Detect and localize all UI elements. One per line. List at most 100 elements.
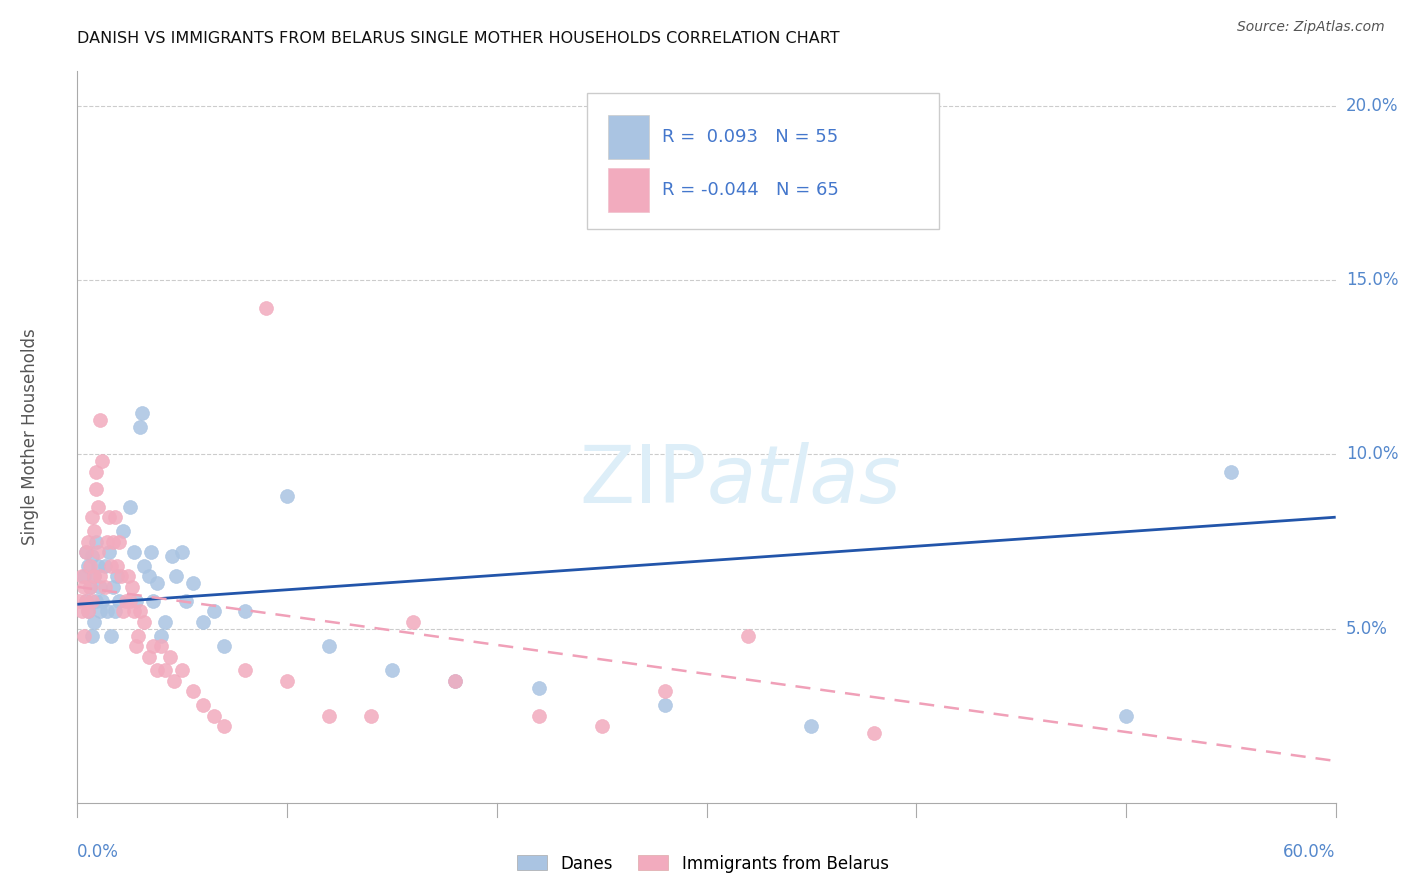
Point (76, 604, 98, 618)
Point (160, 549, 183, 563)
Point (84, 534, 107, 549)
Point (91, 454, 114, 468)
Text: R =  0.093   N = 55: R = 0.093 N = 55 (662, 128, 839, 146)
Point (1115, 708, 1137, 723)
Text: R = -0.044   N = 65: R = -0.044 N = 65 (662, 181, 839, 199)
Point (96, 604, 118, 618)
Point (360, 708, 382, 723)
Point (254, 301, 277, 316)
Point (118, 594, 141, 608)
Point (172, 664, 194, 678)
Point (75, 594, 97, 608)
Point (654, 698, 676, 713)
Point (800, 719, 823, 733)
Point (129, 604, 152, 618)
Point (104, 604, 127, 618)
Point (76, 558, 98, 573)
Legend: Danes, Immigrants from Belarus: Danes, Immigrants from Belarus (510, 848, 896, 880)
Point (84, 465, 107, 479)
Point (146, 576, 169, 591)
Point (110, 569, 132, 583)
Point (654, 684, 676, 698)
Point (150, 629, 173, 643)
Text: 15.0%: 15.0% (1346, 271, 1398, 289)
Point (159, 649, 181, 664)
Text: 5.0%: 5.0% (1346, 620, 1388, 638)
Point (100, 629, 122, 643)
Point (101, 580, 124, 594)
Point (150, 639, 173, 653)
Text: ZIP: ZIP (579, 442, 707, 520)
Point (527, 708, 550, 723)
Point (142, 639, 165, 653)
Point (402, 615, 425, 629)
Point (112, 604, 135, 618)
Point (80, 510, 103, 524)
Point (142, 594, 165, 608)
Point (131, 406, 153, 420)
Point (75, 594, 97, 608)
Point (276, 673, 298, 688)
Point (176, 594, 198, 608)
Point (80, 594, 103, 608)
Point (93, 558, 115, 573)
Point (212, 639, 235, 653)
Point (67, 594, 90, 608)
FancyBboxPatch shape (609, 168, 648, 211)
Point (121, 580, 143, 594)
Point (114, 594, 136, 608)
Point (125, 639, 148, 653)
Point (381, 664, 404, 678)
Point (155, 615, 177, 629)
Point (276, 489, 298, 503)
Point (76, 604, 98, 618)
Point (318, 708, 340, 723)
Text: DANISH VS IMMIGRANTS FROM BELARUS SINGLE MOTHER HOUSEHOLDS CORRELATION CHART: DANISH VS IMMIGRANTS FROM BELARUS SINGLE… (77, 31, 839, 46)
Point (163, 673, 186, 688)
Point (138, 649, 160, 664)
Point (89, 412, 111, 426)
Point (527, 681, 550, 695)
Text: Source: ZipAtlas.com: Source: ZipAtlas.com (1237, 20, 1385, 34)
FancyBboxPatch shape (609, 115, 648, 159)
Point (233, 604, 256, 618)
Point (80, 549, 103, 563)
Point (105, 569, 128, 583)
Point (101, 534, 124, 549)
Point (80, 629, 103, 643)
Point (72, 580, 94, 594)
Point (97, 510, 120, 524)
Text: 0.0%: 0.0% (77, 843, 120, 861)
Point (172, 545, 194, 559)
Point (87, 558, 110, 573)
Point (444, 673, 467, 688)
Point (79, 558, 101, 573)
Point (212, 719, 235, 733)
Point (87, 545, 110, 559)
Point (87, 500, 110, 514)
Point (591, 719, 613, 733)
Point (233, 664, 256, 678)
Point (122, 545, 145, 559)
Point (83, 569, 105, 583)
Point (155, 664, 177, 678)
Point (72, 569, 94, 583)
Point (129, 419, 152, 434)
Point (444, 673, 467, 688)
Point (108, 594, 131, 608)
Point (93, 580, 115, 594)
Point (84, 483, 107, 497)
Point (318, 639, 340, 653)
Point (191, 698, 215, 713)
Point (89, 604, 111, 618)
Point (76, 534, 98, 549)
Point (83, 615, 105, 629)
Point (134, 615, 156, 629)
Point (202, 708, 225, 723)
Point (104, 510, 127, 524)
Point (202, 604, 225, 618)
Point (139, 545, 162, 559)
Point (75, 545, 97, 559)
Point (112, 524, 135, 538)
Point (134, 558, 156, 573)
